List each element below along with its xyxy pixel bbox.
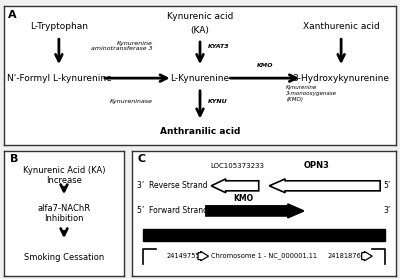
FancyArrow shape [206, 204, 304, 218]
Text: Chromosome 1 - NC_000001.11: Chromosome 1 - NC_000001.11 [211, 253, 317, 259]
Text: Smoking Cessation: Smoking Cessation [24, 253, 104, 262]
Text: N'-Formyl L-kynurenine: N'-Formyl L-kynurenine [6, 74, 111, 83]
FancyArrow shape [211, 179, 259, 193]
FancyArrow shape [269, 179, 380, 193]
Text: 241497557: 241497557 [166, 253, 204, 259]
Text: Kynurenine
3-monooxygenase
(KMO): Kynurenine 3-monooxygenase (KMO) [286, 85, 337, 102]
Text: B: B [10, 155, 18, 164]
Text: 5’: 5’ [384, 181, 391, 190]
Text: 3-Hydroxykynurenine: 3-Hydroxykynurenine [293, 74, 390, 83]
Text: L-Kynurenine: L-Kynurenine [170, 74, 230, 83]
Text: Kynurenine
aminotransferase 3: Kynurenine aminotransferase 3 [91, 41, 153, 51]
Text: Kynureninase: Kynureninase [110, 99, 153, 104]
Text: LOC105373233: LOC105373233 [211, 163, 265, 169]
Text: Xanthurenic acid: Xanthurenic acid [303, 22, 380, 31]
Text: KYAT3: KYAT3 [208, 44, 230, 49]
FancyArrow shape [198, 251, 208, 261]
Text: Anthranilic acid: Anthranilic acid [160, 127, 240, 136]
Text: Kynurenic Acid (KA)
Increase: Kynurenic Acid (KA) Increase [23, 166, 105, 186]
Text: 3’: 3’ [384, 206, 391, 215]
Text: KYNU: KYNU [208, 99, 228, 104]
Text: L-Tryptophan: L-Tryptophan [30, 22, 88, 31]
Bar [142, 229, 386, 241]
Text: KMO: KMO [256, 63, 273, 68]
Text: 241818765: 241818765 [327, 253, 365, 259]
Text: A: A [8, 10, 16, 20]
Text: (KA): (KA) [190, 26, 210, 35]
Text: KMO: KMO [233, 194, 253, 203]
Text: alfa7-NAChR
Inhibition: alfa7-NAChR Inhibition [38, 204, 90, 223]
Text: C: C [137, 155, 146, 164]
Text: 5’  Forward Strand: 5’ Forward Strand [137, 206, 208, 215]
FancyArrow shape [362, 251, 372, 261]
Text: 3’  Reverse Strand: 3’ Reverse Strand [137, 181, 208, 190]
Text: OPN3: OPN3 [304, 161, 330, 170]
Text: Kynurenic acid: Kynurenic acid [167, 12, 233, 21]
